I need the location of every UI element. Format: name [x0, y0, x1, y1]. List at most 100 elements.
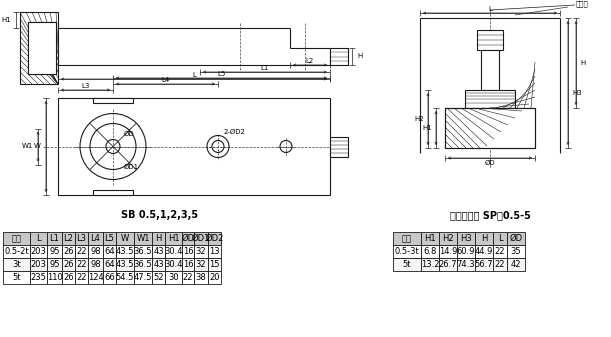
Bar: [30, 258, 47, 271]
Bar: [152, 258, 165, 271]
Bar: [152, 245, 165, 258]
Text: 容量: 容量: [12, 234, 21, 243]
Bar: [182, 232, 194, 245]
Bar: [208, 271, 221, 284]
Text: H1: H1: [424, 234, 436, 243]
Bar: [62, 258, 75, 271]
Text: 22: 22: [76, 260, 87, 269]
Text: 124: 124: [87, 273, 103, 282]
Bar: [134, 258, 152, 271]
Bar: [182, 258, 194, 271]
Bar: [116, 271, 134, 284]
Text: ØD: ØD: [181, 234, 194, 243]
Bar: [165, 271, 182, 284]
Bar: [477, 30, 503, 50]
Text: 传感器: 传感器: [576, 1, 589, 7]
Text: 64: 64: [104, 260, 115, 269]
Text: 64: 64: [104, 247, 115, 256]
Bar: [28, 22, 56, 74]
Text: 52: 52: [153, 273, 164, 282]
Text: 110: 110: [46, 273, 62, 282]
Bar: [47, 258, 62, 271]
Text: H: H: [580, 60, 585, 66]
Bar: [152, 271, 165, 284]
Text: 22: 22: [495, 247, 505, 256]
Text: 42: 42: [511, 260, 521, 269]
Bar: [457, 245, 475, 258]
Text: 连接件组件 SP－0.5-5: 连接件组件 SP－0.5-5: [450, 210, 530, 220]
Text: L3: L3: [76, 234, 87, 243]
Bar: [30, 232, 47, 245]
Bar: [465, 90, 515, 108]
Bar: [457, 258, 475, 271]
Text: 95: 95: [49, 247, 60, 256]
Text: 235: 235: [31, 273, 46, 282]
Bar: [507, 245, 525, 258]
Text: H3: H3: [572, 90, 582, 96]
Bar: [493, 232, 507, 245]
Bar: [58, 98, 330, 195]
Text: 43: 43: [153, 247, 164, 256]
Bar: [493, 245, 507, 258]
Bar: [88, 245, 103, 258]
Text: ØD1: ØD1: [192, 234, 210, 243]
Text: 13.2: 13.2: [421, 260, 439, 269]
Text: 容量: 容量: [402, 234, 412, 243]
Text: H1: H1: [422, 125, 432, 131]
Bar: [3, 245, 30, 258]
Bar: [393, 232, 421, 245]
Bar: [75, 271, 88, 284]
Text: 32: 32: [196, 260, 207, 269]
Text: 36.5: 36.5: [134, 247, 152, 256]
Text: 35: 35: [511, 247, 521, 256]
Text: 6.8: 6.8: [423, 247, 437, 256]
Text: 95: 95: [49, 260, 60, 269]
Text: W1: W1: [21, 144, 33, 150]
Bar: [182, 245, 194, 258]
Bar: [330, 136, 348, 156]
Bar: [134, 232, 152, 245]
Bar: [194, 232, 208, 245]
Bar: [194, 271, 208, 284]
Text: H: H: [481, 234, 487, 243]
Bar: [330, 48, 348, 65]
Bar: [165, 232, 182, 245]
Bar: [445, 108, 535, 148]
Text: 13: 13: [209, 247, 220, 256]
Bar: [3, 232, 30, 245]
Text: 38: 38: [196, 273, 207, 282]
Bar: [393, 245, 421, 258]
Text: ØD: ØD: [485, 160, 496, 166]
Text: L3: L3: [81, 83, 90, 89]
Text: L: L: [192, 72, 196, 78]
Text: L2: L2: [64, 234, 73, 243]
Bar: [421, 232, 439, 245]
Bar: [165, 258, 182, 271]
Bar: [208, 258, 221, 271]
Bar: [194, 258, 208, 271]
Bar: [393, 258, 421, 271]
Text: H: H: [155, 234, 162, 243]
Bar: [3, 258, 30, 271]
Text: L1: L1: [261, 65, 269, 71]
Bar: [116, 232, 134, 245]
Bar: [3, 271, 30, 284]
Bar: [28, 22, 56, 74]
Text: L: L: [488, 6, 492, 12]
Text: W: W: [121, 234, 129, 243]
Bar: [93, 98, 133, 103]
Text: 30: 30: [168, 273, 179, 282]
Text: 43.5: 43.5: [115, 247, 134, 256]
Bar: [47, 271, 62, 284]
Bar: [103, 271, 116, 284]
Text: 26: 26: [63, 247, 74, 256]
Bar: [30, 271, 47, 284]
Text: 5t: 5t: [12, 273, 21, 282]
Bar: [88, 232, 103, 245]
Bar: [493, 258, 507, 271]
Text: 203: 203: [31, 260, 46, 269]
Bar: [88, 258, 103, 271]
Text: L: L: [498, 234, 502, 243]
Bar: [507, 258, 525, 271]
Bar: [134, 245, 152, 258]
